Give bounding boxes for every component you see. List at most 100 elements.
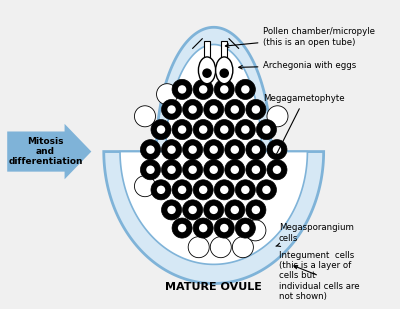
Circle shape: [199, 224, 207, 232]
Circle shape: [210, 237, 231, 258]
Circle shape: [182, 160, 203, 180]
Circle shape: [214, 218, 234, 238]
Circle shape: [204, 160, 224, 180]
Text: MATURE OVULE: MATURE OVULE: [165, 282, 262, 292]
Circle shape: [178, 85, 186, 94]
Circle shape: [252, 166, 260, 174]
Circle shape: [193, 79, 213, 99]
Text: Integument  cells
(this is a layer of
cells but
individual cells are
not shown): Integument cells (this is a layer of cel…: [279, 251, 359, 301]
Circle shape: [225, 160, 245, 180]
Circle shape: [199, 125, 207, 134]
Circle shape: [267, 106, 288, 127]
Circle shape: [202, 68, 212, 78]
Circle shape: [157, 125, 165, 134]
Polygon shape: [204, 41, 210, 67]
Circle shape: [273, 166, 281, 174]
Circle shape: [210, 166, 218, 174]
Circle shape: [246, 140, 266, 160]
Circle shape: [210, 146, 218, 154]
Circle shape: [140, 140, 160, 160]
Circle shape: [162, 200, 182, 220]
Circle shape: [235, 120, 255, 140]
Circle shape: [134, 106, 156, 127]
Text: Archegonia with eggs: Archegonia with eggs: [239, 61, 357, 70]
Circle shape: [235, 180, 255, 200]
Circle shape: [241, 125, 250, 134]
Circle shape: [241, 224, 250, 232]
Circle shape: [172, 120, 192, 140]
Circle shape: [230, 166, 239, 174]
Circle shape: [230, 146, 239, 154]
Circle shape: [210, 105, 218, 114]
Circle shape: [193, 180, 213, 200]
Circle shape: [204, 200, 224, 220]
Circle shape: [167, 146, 176, 154]
Circle shape: [172, 218, 192, 238]
Circle shape: [220, 224, 228, 232]
Circle shape: [134, 176, 156, 197]
Circle shape: [156, 84, 178, 105]
Circle shape: [172, 180, 192, 200]
Circle shape: [225, 99, 245, 120]
Circle shape: [151, 180, 171, 200]
Circle shape: [220, 125, 228, 134]
FancyArrow shape: [7, 124, 91, 179]
Circle shape: [162, 140, 182, 160]
Ellipse shape: [198, 57, 216, 84]
Polygon shape: [120, 44, 308, 265]
Circle shape: [178, 224, 186, 232]
Circle shape: [182, 140, 203, 160]
Circle shape: [172, 79, 192, 99]
Polygon shape: [221, 41, 227, 67]
Circle shape: [167, 105, 176, 114]
Circle shape: [246, 200, 266, 220]
Circle shape: [252, 206, 260, 214]
Circle shape: [182, 99, 203, 120]
Circle shape: [241, 85, 250, 94]
Circle shape: [210, 206, 218, 214]
Circle shape: [256, 180, 276, 200]
Circle shape: [220, 186, 228, 194]
Circle shape: [230, 105, 239, 114]
Circle shape: [146, 166, 155, 174]
Circle shape: [220, 68, 229, 78]
Circle shape: [182, 200, 203, 220]
Text: Megasporangium
cells: Megasporangium cells: [276, 223, 354, 247]
Circle shape: [214, 120, 234, 140]
Circle shape: [157, 186, 165, 194]
Circle shape: [204, 99, 224, 120]
Circle shape: [230, 206, 239, 214]
Circle shape: [262, 186, 271, 194]
Circle shape: [267, 160, 287, 180]
Circle shape: [167, 206, 176, 214]
Circle shape: [178, 186, 186, 194]
Circle shape: [232, 237, 253, 258]
Circle shape: [246, 99, 266, 120]
Circle shape: [246, 160, 266, 180]
Circle shape: [241, 186, 250, 194]
Circle shape: [167, 166, 176, 174]
Circle shape: [225, 140, 245, 160]
Circle shape: [267, 140, 287, 160]
Circle shape: [193, 218, 213, 238]
Circle shape: [256, 120, 276, 140]
Circle shape: [252, 105, 260, 114]
Circle shape: [252, 146, 260, 154]
Circle shape: [188, 105, 197, 114]
Text: Pollen chamber/micropyle
(this is an open tube): Pollen chamber/micropyle (this is an ope…: [225, 27, 376, 47]
Circle shape: [235, 218, 255, 238]
Circle shape: [235, 79, 255, 99]
Circle shape: [204, 140, 224, 160]
Polygon shape: [104, 27, 324, 283]
Circle shape: [245, 220, 266, 241]
Circle shape: [188, 166, 197, 174]
Circle shape: [199, 186, 207, 194]
Circle shape: [220, 85, 228, 94]
Circle shape: [162, 160, 182, 180]
Circle shape: [225, 200, 245, 220]
Circle shape: [146, 146, 155, 154]
Text: Megagametophyte: Megagametophyte: [264, 95, 345, 158]
Text: Mitosis
and
differentiation: Mitosis and differentiation: [8, 137, 83, 167]
Circle shape: [162, 99, 182, 120]
Circle shape: [188, 206, 197, 214]
